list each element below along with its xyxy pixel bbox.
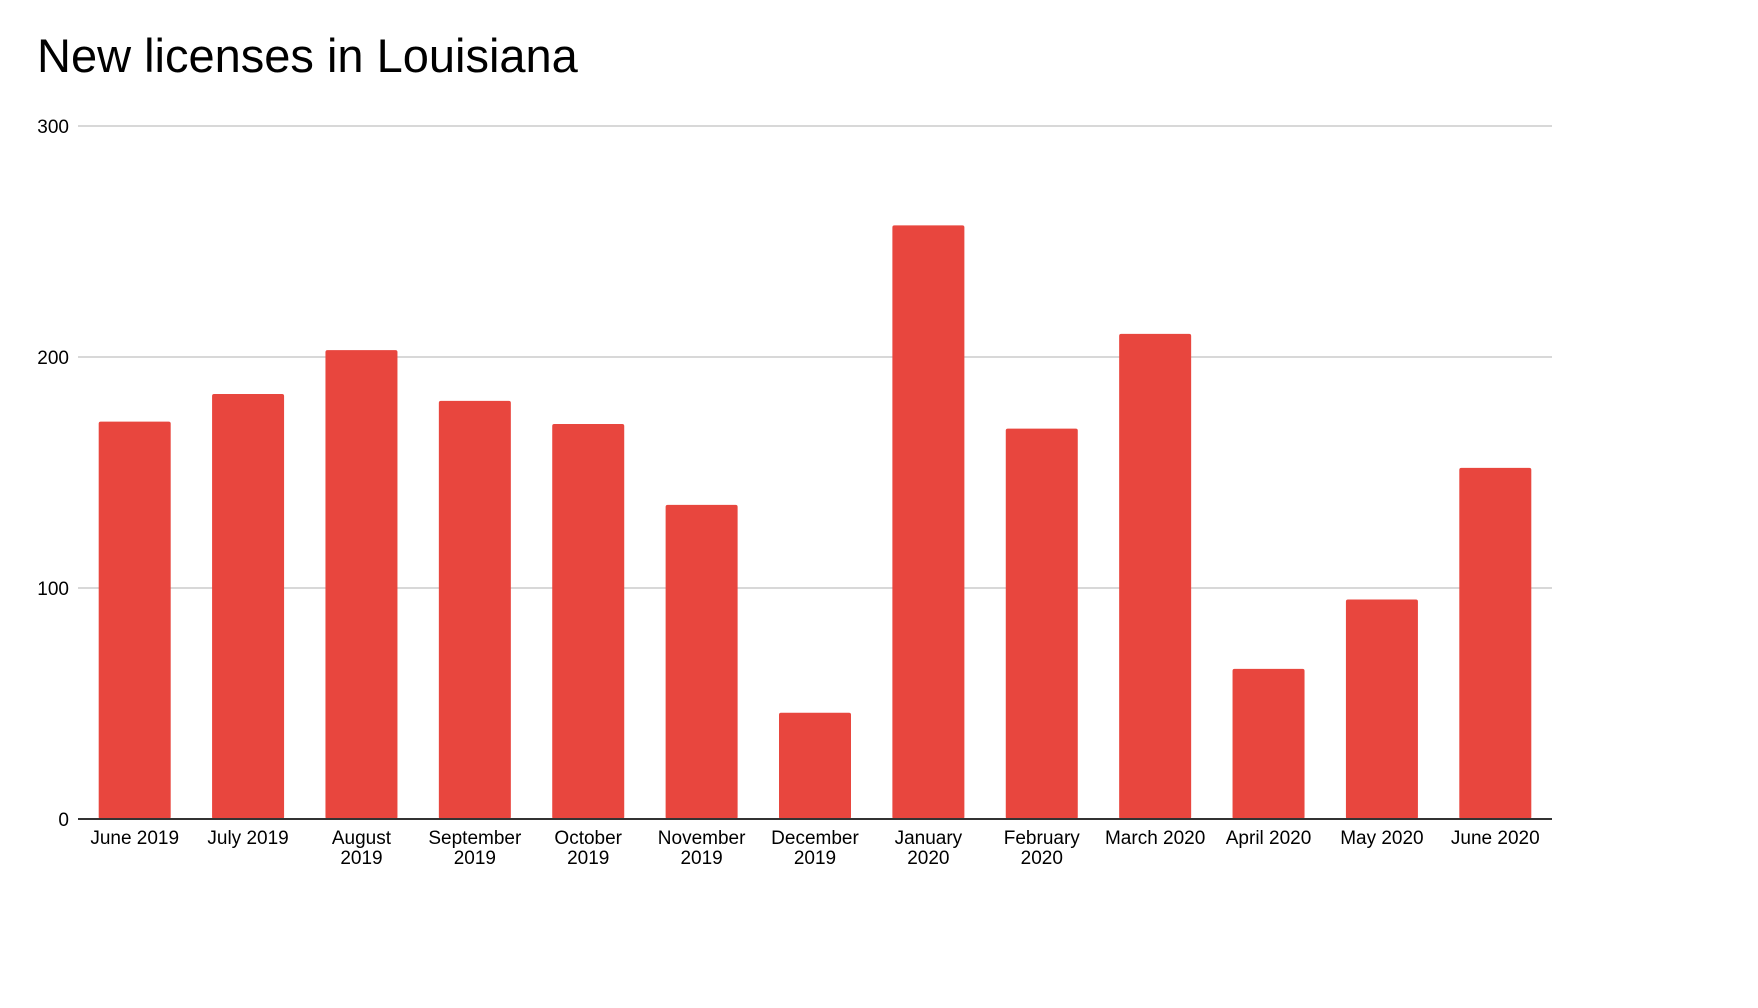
bar: [1345, 599, 1418, 819]
x-tick-label: December: [771, 828, 859, 849]
x-tick-labels: June 2019 July 2019 August2019September201…: [90, 828, 1539, 869]
y-tick-label: 100: [37, 579, 69, 600]
bar: [552, 423, 625, 819]
x-tick-label: 2019: [340, 848, 382, 869]
x-tick-label: 2020: [907, 848, 949, 869]
bar: [1232, 668, 1305, 819]
x-tick-label: May 2020: [1340, 828, 1423, 849]
x-tick-label: 2019: [794, 848, 836, 869]
bar: [438, 400, 511, 819]
y-tick-label: 200: [37, 348, 69, 369]
x-tick-label: 2019: [680, 848, 722, 869]
bar: [1119, 333, 1192, 819]
bar: [1459, 467, 1532, 819]
x-tick-label: February: [1004, 828, 1081, 849]
y-tick-labels: 0 100 200 300: [37, 117, 69, 831]
x-tick-label: October: [554, 828, 622, 849]
x-tick-label: January: [895, 828, 963, 849]
x-tick-label: April 2020: [1226, 828, 1312, 849]
x-tick-label: July 2019: [207, 828, 288, 849]
bar: [98, 421, 171, 819]
bars: [98, 225, 1532, 819]
y-tick-label: 0: [58, 810, 69, 831]
bar: [892, 225, 965, 819]
x-tick-label: March 2020: [1105, 828, 1205, 849]
bar: [1005, 428, 1078, 819]
x-tick-label: June 2020: [1451, 828, 1540, 849]
gridlines: [78, 125, 1552, 589]
x-tick-label: November: [658, 828, 746, 849]
bar: [665, 504, 738, 819]
bar: [212, 393, 285, 819]
x-tick-label: 2019: [454, 848, 496, 869]
x-tick-label: 2019: [567, 848, 609, 869]
x-tick-label: August: [332, 828, 392, 849]
bar: [779, 712, 851, 819]
x-tick-label: September: [428, 828, 522, 849]
chart-title: New licenses in Louisiana: [37, 29, 578, 82]
x-tick-label: June 2019: [90, 828, 179, 849]
y-tick-label: 300: [37, 117, 69, 138]
x-tick-label: 2020: [1021, 848, 1063, 869]
bar: [325, 350, 398, 819]
